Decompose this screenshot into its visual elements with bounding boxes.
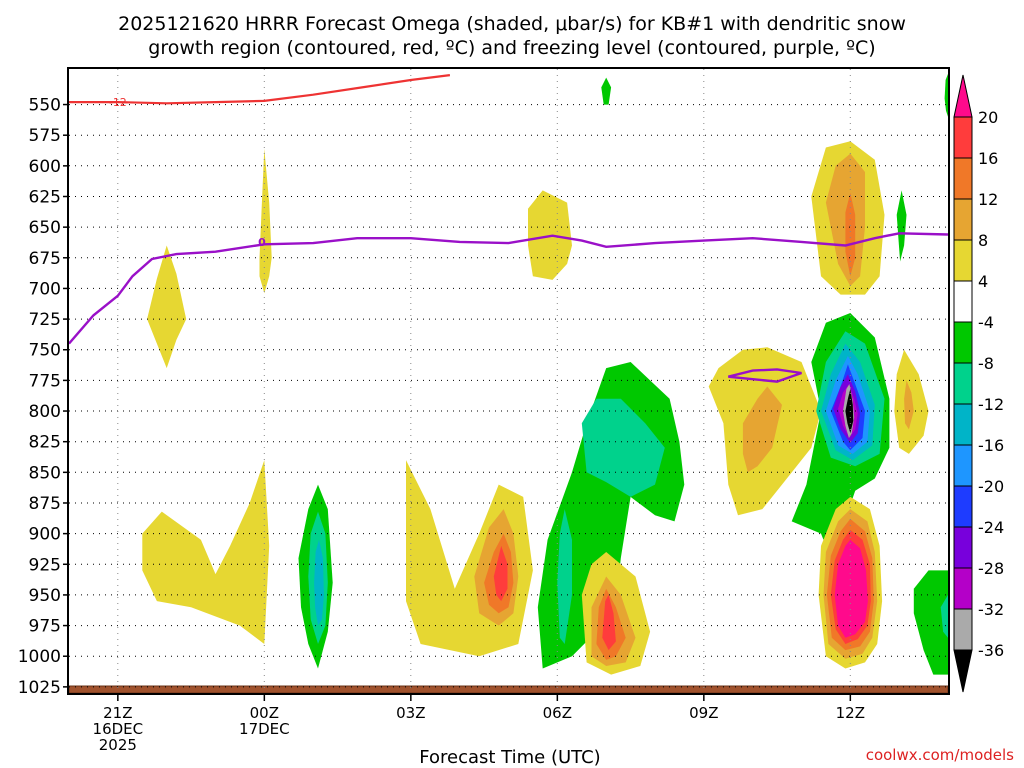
y-tick-label: 575 bbox=[29, 126, 61, 146]
y-tick-label: 775 bbox=[29, 371, 61, 391]
y-tick-label: 625 bbox=[29, 187, 61, 207]
freezing-level-contour bbox=[69, 232, 948, 345]
colorbar-segment-5 bbox=[953, 321, 973, 364]
x-tick-label: 03Z bbox=[396, 704, 425, 722]
colorbar-label: -16 bbox=[978, 436, 1004, 455]
y-tick-label: 600 bbox=[29, 157, 61, 177]
credit-text: coolwx.com/models bbox=[866, 746, 1014, 764]
y-tick-label: 750 bbox=[29, 341, 61, 361]
y-tick-label: 875 bbox=[29, 494, 61, 514]
y-tick-label: 1000 bbox=[18, 647, 61, 667]
omega-feature-2 bbox=[142, 460, 270, 644]
colorbar-segment-12 bbox=[953, 608, 973, 651]
freezing-contour-label: 0 bbox=[258, 236, 266, 249]
omega-feature-0 bbox=[147, 245, 187, 369]
dgz-minus12-contour bbox=[69, 74, 451, 105]
omega-feature-20 bbox=[742, 386, 782, 473]
ground-strip bbox=[68, 685, 949, 694]
colorbar-label: 12 bbox=[978, 190, 998, 209]
colorbar-label: -8 bbox=[978, 354, 994, 373]
colorbar-segment-11 bbox=[953, 567, 973, 610]
y-tick-label: 900 bbox=[29, 525, 61, 545]
colorbar-segment-7 bbox=[953, 403, 973, 446]
chart-title-line2: growth region (contoured, red, ºC) and f… bbox=[148, 37, 875, 59]
colorbar-label: -36 bbox=[978, 641, 1004, 660]
omega-feature-25 bbox=[904, 380, 914, 430]
x-tick-label: 16DEC bbox=[93, 720, 144, 738]
colorbar-label: 20 bbox=[978, 108, 998, 127]
colorbar-label: -32 bbox=[978, 600, 1004, 619]
colorbar-segment-8 bbox=[953, 444, 973, 487]
omega-feature-12 bbox=[557, 509, 572, 644]
omega-shaded-features bbox=[142, 73, 948, 675]
omega-feature-1 bbox=[259, 148, 272, 294]
colorbar-segment-9 bbox=[953, 485, 973, 528]
y-tick-label: 850 bbox=[29, 463, 61, 483]
x-tick-label: 17DEC bbox=[239, 720, 290, 738]
ground-bar bbox=[68, 685, 949, 694]
x-axis-label: Forecast Time (UTC) bbox=[419, 747, 600, 768]
omega-feature-11 bbox=[581, 398, 665, 497]
colorbar-label: 4 bbox=[978, 272, 988, 291]
colorbar-segment-1 bbox=[953, 157, 973, 200]
y-tick-label: 975 bbox=[29, 617, 61, 637]
y-tick-label: 550 bbox=[29, 96, 61, 116]
x-tick-label: 12Z bbox=[836, 704, 865, 722]
omega-feature-43 bbox=[944, 73, 948, 117]
y-tick-label: 825 bbox=[29, 433, 61, 453]
omega-feature-9 bbox=[493, 545, 508, 602]
colorbar-segment-6 bbox=[953, 362, 973, 405]
colorbar-label: 16 bbox=[978, 149, 998, 168]
y-tick-label: 725 bbox=[29, 310, 61, 330]
omega-feature-26 bbox=[896, 190, 907, 262]
x-tick-label: 09Z bbox=[689, 704, 718, 722]
colorbar-label: -24 bbox=[978, 518, 1004, 537]
y-tick-label: 800 bbox=[29, 402, 61, 422]
x-tick-label: 00Z bbox=[250, 704, 279, 722]
y-tick-label: 675 bbox=[29, 249, 61, 269]
dgz-contour-label: -12 bbox=[109, 96, 127, 109]
x-tick-label: 06Z bbox=[543, 704, 572, 722]
y-tick-label: 700 bbox=[29, 279, 61, 299]
colorbar-label: -20 bbox=[978, 477, 1004, 496]
colorbar-segment-4 bbox=[953, 280, 973, 323]
y-tick-label: 650 bbox=[29, 218, 61, 238]
colorbar-segment-2 bbox=[953, 198, 973, 241]
omega-feature-16 bbox=[602, 594, 616, 651]
x-tick-label: 21Z bbox=[103, 704, 132, 722]
colorbar-bottom-arrow bbox=[953, 649, 973, 693]
freezing-level-loop bbox=[728, 368, 802, 383]
colorbar-segment-10 bbox=[953, 526, 973, 569]
y-tick-label: 950 bbox=[29, 586, 61, 606]
gridlines bbox=[69, 69, 948, 693]
chart-title-line1: 2025121620 HRRR Forecast Omega (shaded, … bbox=[118, 13, 906, 35]
x-tick-label: 2025 bbox=[99, 736, 137, 754]
colorbar-label: -4 bbox=[978, 313, 994, 332]
omega-feature-42 bbox=[940, 594, 948, 638]
colorbar: 20 16 12 8 4 -4 -8 -12 -16 -20 -24 -28 -32 -36 bbox=[953, 74, 1004, 693]
colorbar-label: -12 bbox=[978, 395, 1004, 414]
colorbar-label: -28 bbox=[978, 559, 1004, 578]
colorbar-label: 8 bbox=[978, 231, 988, 250]
colorbar-segment-0 bbox=[953, 116, 973, 159]
y-axis: 550 575 600 625 650 675 700 725 750 775 800 825 850 8… bbox=[18, 96, 69, 698]
omega-feature-23 bbox=[845, 192, 856, 277]
omega-feature-5 bbox=[314, 539, 324, 626]
colorbar-segment-3 bbox=[953, 239, 973, 282]
contour-lines: -12 0 bbox=[69, 74, 948, 383]
y-tick-label: 925 bbox=[29, 555, 61, 575]
colorbar-top-arrow bbox=[953, 74, 973, 118]
y-tick-label: 1025 bbox=[18, 678, 61, 698]
omega-feature-18 bbox=[601, 77, 612, 105]
omega-feature-41 bbox=[913, 570, 948, 675]
